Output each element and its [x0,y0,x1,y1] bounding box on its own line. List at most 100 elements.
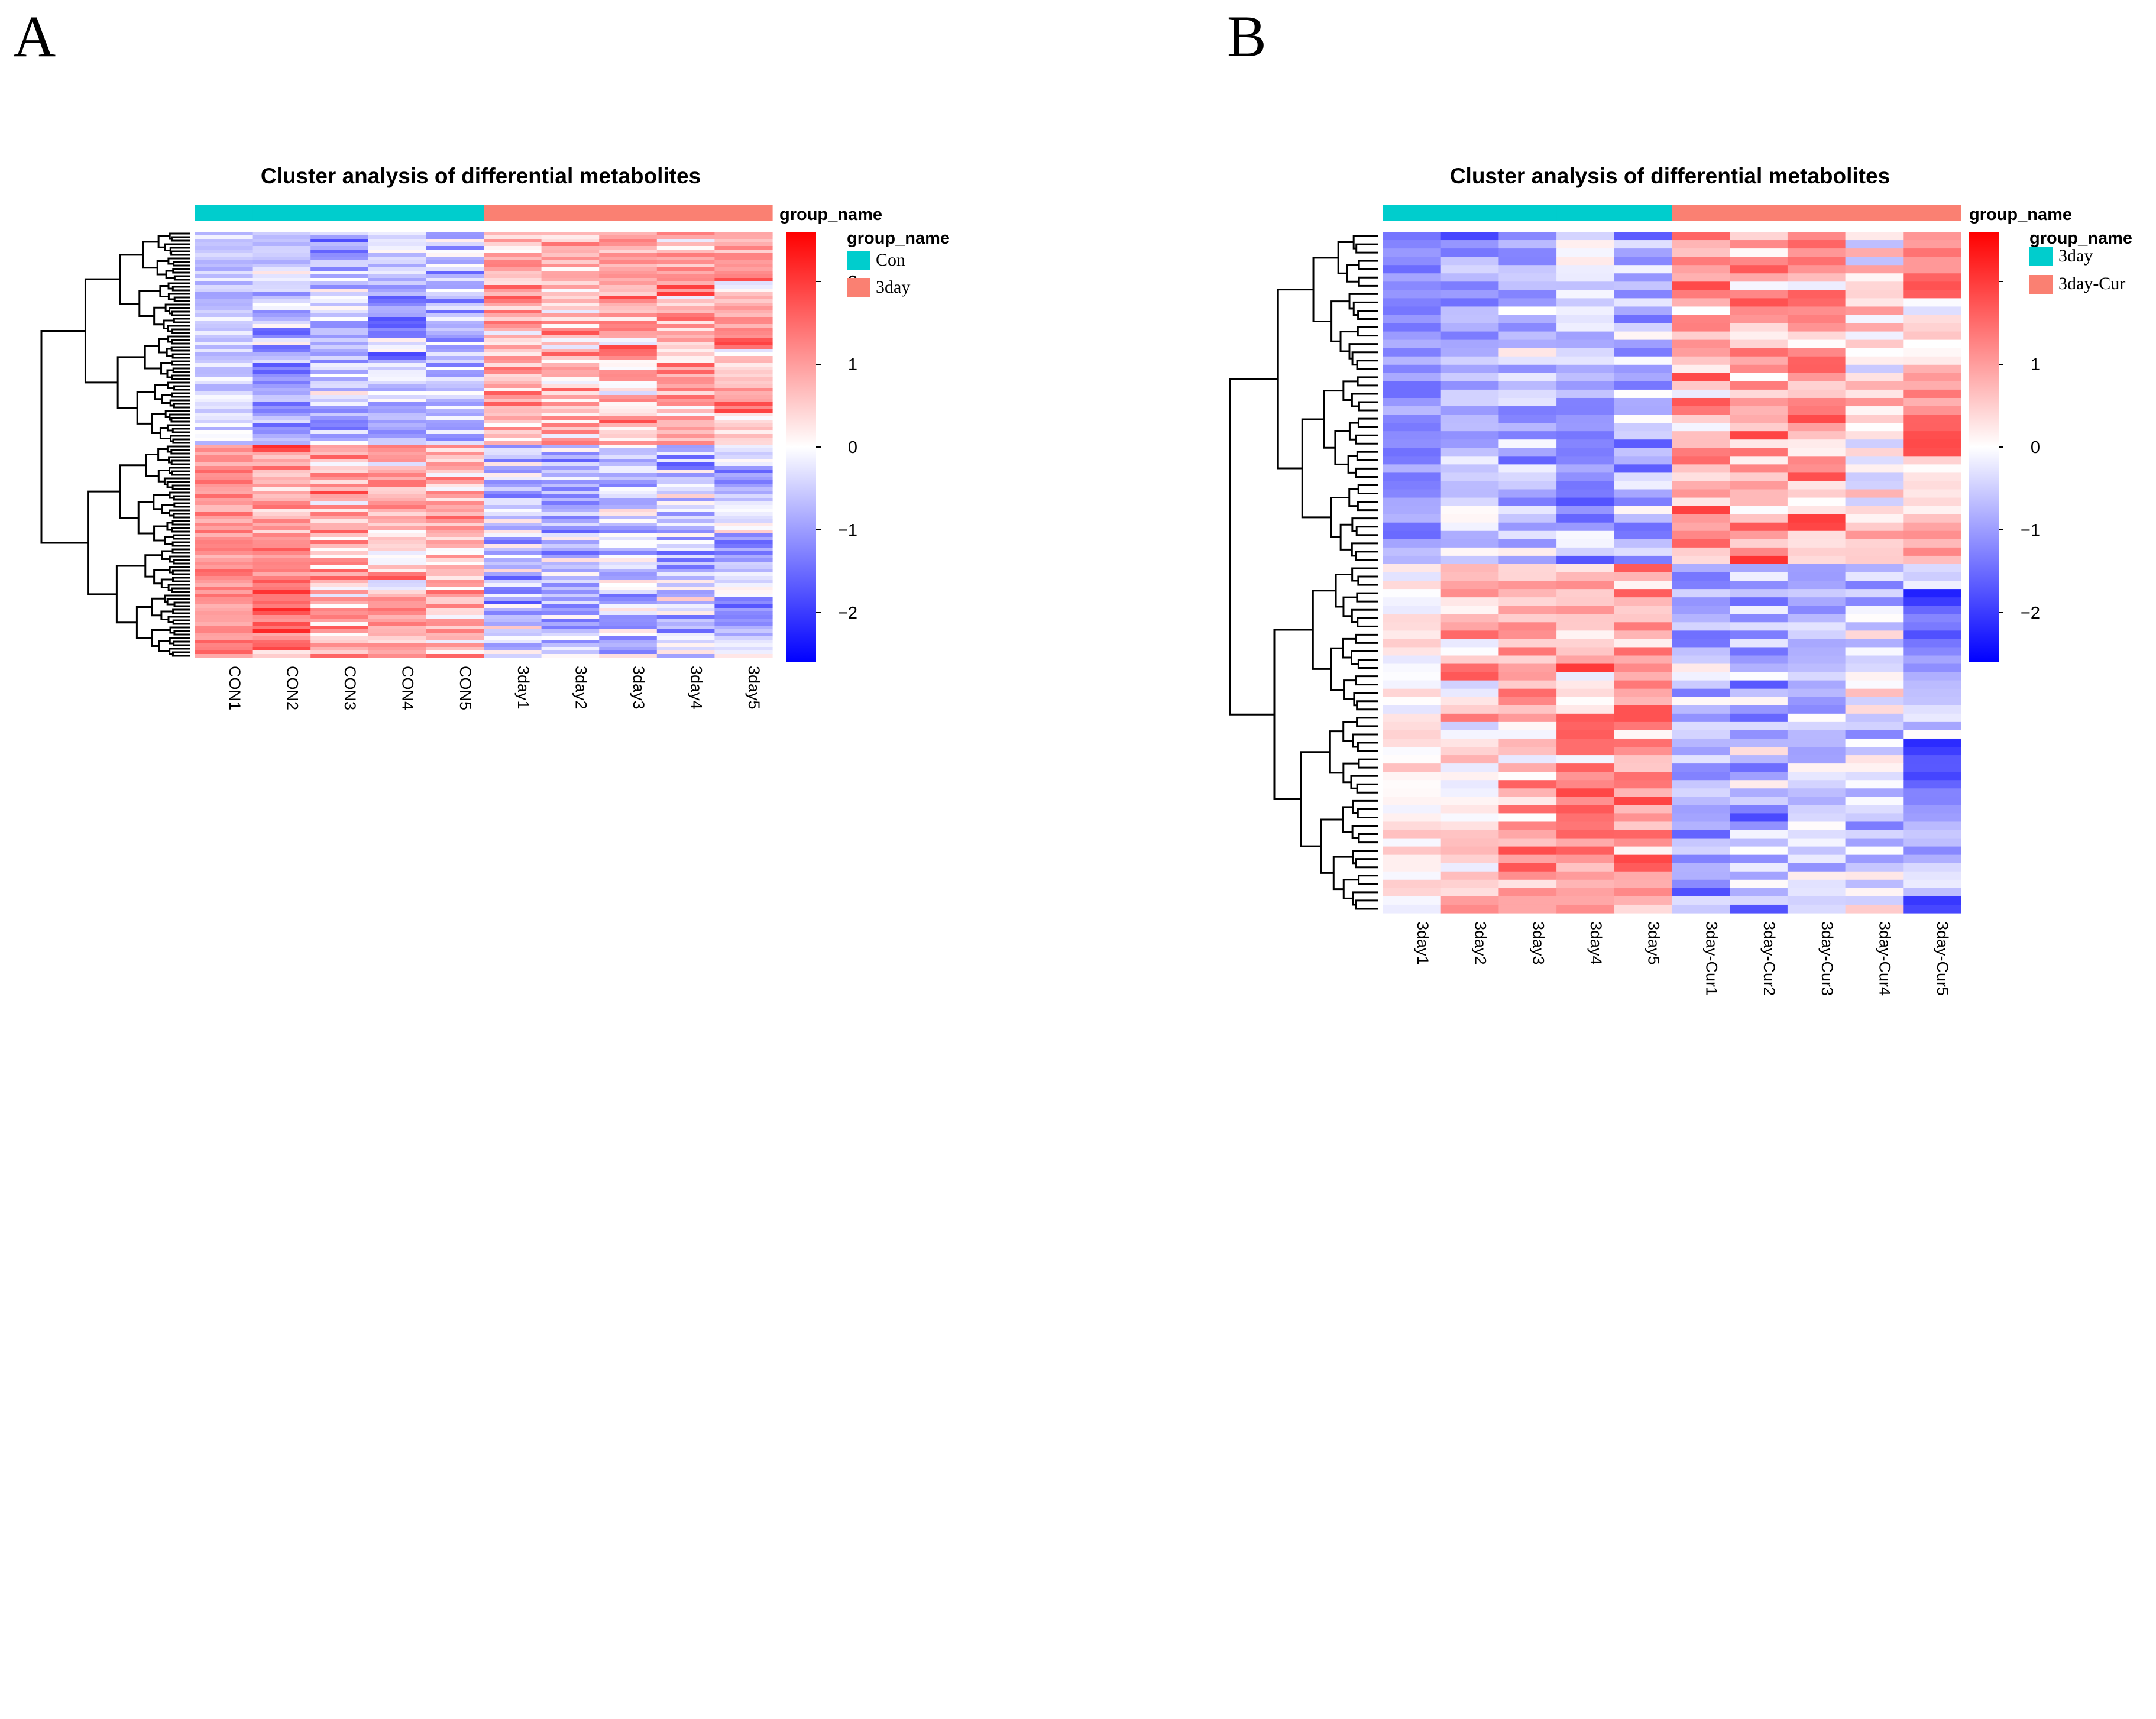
heatmap-cell [599,576,658,580]
heatmap-cell [656,413,715,417]
heatmap-cell [1672,888,1730,897]
heatmap-cell [1614,448,1673,457]
dendrogram-branch [171,520,190,526]
heatmap-cell [1672,373,1730,382]
heatmap-cell [599,580,658,584]
heatmap-cell [195,519,254,523]
heatmap-cell [1498,606,1557,614]
heatmap-cell [310,459,369,463]
heatmap-cell [1498,713,1557,723]
heatmap-cell [426,594,484,598]
dendrogram-branch [164,243,190,251]
heatmap-cell [1903,281,1961,290]
heatmap-cell [1903,415,1961,423]
heatmap-cell [368,643,426,648]
heatmap-cell [714,289,773,293]
heatmap-cell [252,388,311,392]
heatmap-cell [195,530,254,534]
heatmap-cell [1787,606,1846,614]
heatmap-cell [1672,464,1730,474]
heatmap-cell [1672,555,1730,565]
heatmap-cell [426,608,484,612]
heatmap-cell [1556,614,1615,623]
heatmap-cell [714,402,773,406]
heatmap-cell [310,590,369,594]
heatmap-cell [1498,647,1557,656]
heatmap-cell [1730,514,1788,523]
heatmap-cell [1730,306,1788,316]
heatmap-cell [1845,423,1904,432]
dendrogram-branch [166,481,190,488]
panel-b-legend-label-3day: 3day [2058,246,2093,266]
heatmap-cell [1730,265,1788,274]
heatmap-cell [1730,273,1788,282]
heatmap-cell [310,619,369,623]
dendrogram-branch [116,356,145,409]
heatmap-cell [310,530,369,534]
heatmap-cell [1383,713,1442,723]
heatmap-cell [541,399,600,403]
heatmap-cell [368,427,426,431]
heatmap-cell [1383,364,1442,374]
dendrogram-branch [171,339,190,345]
heatmap-cell [656,406,715,410]
heatmap-cell [195,516,254,520]
heatmap-cell [1903,821,1961,831]
heatmap-cell [484,505,542,509]
heatmap-cell [1556,265,1615,274]
heatmap-cell [1903,772,1961,781]
heatmap-cell [541,562,600,566]
heatmap-cell [195,604,254,608]
heatmap-cell [484,491,542,495]
heatmap-cell [426,448,484,452]
heatmap-cell [310,292,369,296]
heatmap-cell [195,423,254,428]
heatmap-cell [1845,589,1904,598]
heatmap-cell [195,292,254,296]
heatmap-cell [656,537,715,541]
heatmap-cell [714,487,773,491]
heatmap-cell [368,587,426,591]
heatmap-cell [599,494,658,498]
heatmap-cell [1787,489,1846,498]
heatmap-cell [1440,306,1499,316]
panel-a-legend-swatch-con [847,251,870,270]
heatmap-cell [484,303,542,307]
heatmap-cell [426,501,484,506]
heatmap-cell [426,232,484,236]
color-scale-tick-label: −1 [2021,521,2040,540]
heatmap-cell [484,597,542,601]
heatmap-cell [195,402,254,406]
heatmap-cell [484,533,542,538]
heatmap-cell [195,260,254,264]
heatmap-cell [368,370,426,374]
heatmap-cell [195,313,254,318]
heatmap-cell [368,360,426,364]
heatmap-cell [1730,655,1788,665]
heatmap-cell [195,267,254,271]
dendrogram-branch [1273,629,1313,800]
heatmap-cell [1440,589,1499,598]
heatmap-cell [368,274,426,279]
dendrogram-branch [1355,526,1378,536]
heatmap-cell [368,423,426,428]
heatmap-cell [541,349,600,353]
heatmap-cell [1672,688,1730,698]
heatmap-cell [484,278,542,282]
heatmap-cell [1440,555,1499,565]
heatmap-cell [368,498,426,502]
heatmap-cell [1903,888,1961,897]
heatmap-cell [1672,813,1730,823]
heatmap-cell [1730,530,1788,540]
heatmap-cell [310,526,369,530]
heatmap-cell [656,299,715,303]
heatmap-cell [368,306,426,310]
heatmap-cell [310,615,369,619]
heatmap-cell [599,289,658,293]
heatmap-cell [310,562,369,566]
heatmap-cell [310,473,369,477]
heatmap-cell [714,523,773,527]
heatmap-cell [1845,813,1904,823]
heatmap-cell [195,406,254,410]
heatmap-cell [1556,315,1615,324]
